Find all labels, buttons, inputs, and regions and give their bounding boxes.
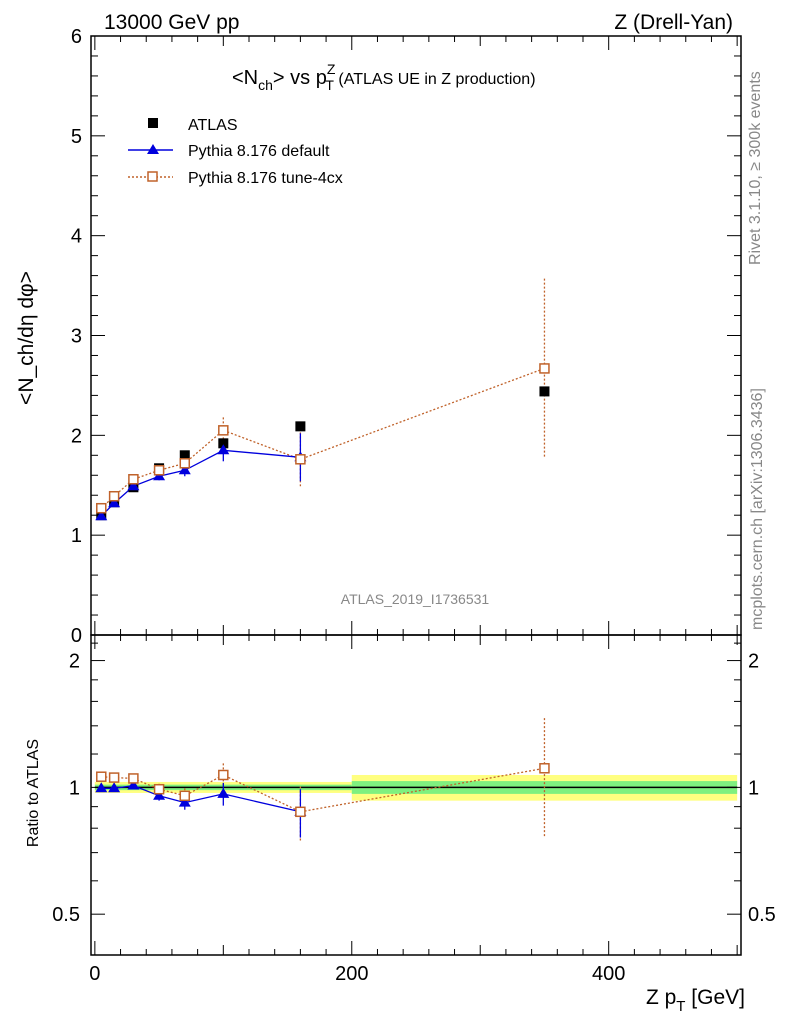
title-sub-t: T [325,77,334,93]
legend-atlas-marker [148,118,158,128]
top-y-tick-label: 5 [71,126,82,148]
atlas-data-point [179,450,190,461]
mc2-ratio-point [179,790,191,802]
title-suffix: (ATLAS UE in Z production) [334,71,536,88]
atlas-data-point [295,421,306,432]
top-y-tick-label: 0 [71,625,82,647]
title-sub-ch: ch [258,77,273,93]
mc1-ratio-point [153,789,166,800]
x-axis-label: Z pT [GeV] [646,986,745,1015]
mc2-series-line [100,367,545,509]
mc2-ratio-point [295,806,306,818]
mc1-data-point [178,464,191,475]
mc1-ratio-point [178,796,191,807]
mc1-ratio-point [127,779,140,790]
legend-mc1-marker [147,144,159,154]
ratio-plot-panel: 0 200 400 0.5 0.5 1 1 2 2 [52,634,776,985]
legend-atlas-label: ATLAS [188,117,238,134]
mc2-ratio-point [539,763,550,774]
top-y-tick-label: 3 [71,326,82,348]
header-energy: 13000 GeV pp [104,11,239,34]
mc2-data-point [96,502,107,514]
ratio-y-tick-label-right: 0.5 [748,904,776,926]
mc2-ratio-point [128,773,139,784]
header-process: Z (Drell-Yan) [614,11,733,34]
atlas-data-point [539,386,550,397]
mc1-data-point [127,480,140,491]
ratio-y-tick-label-right: 1 [748,777,759,799]
mc2-data-point [295,454,306,465]
y-axis-label-bottom: Ratio to ATLAS [25,739,42,847]
main-plot-panel: 0 1 2 3 4 5 6 [71,26,742,647]
mc1-ratio-point [95,782,108,793]
mc2-data-point [539,363,550,374]
mc2-data-point [218,425,229,436]
mc1-ratio-point [108,782,121,793]
mc2-ratio-point [153,783,165,795]
mc2-ratio-point [218,769,229,781]
mc2-data-point [108,490,120,502]
mcplots-label: mcplots.cern.ch [arXiv:1306.3436] [749,388,766,630]
top-y-tick-label: 2 [71,425,82,447]
mc1-data-point [108,497,121,508]
x-tick-label: 400 [592,963,625,985]
ratio-plot-frame [90,634,742,956]
atlas-data-point [218,438,229,449]
ratio-y-tick-label: 1 [69,777,80,799]
title-mid: > vs p [273,67,327,89]
mc2-data-point [179,458,191,469]
x-tick-label: 200 [335,963,368,985]
top-y-tick-label: 4 [71,226,82,248]
mc1-data-point [217,444,230,455]
mc1-ratio-point [217,787,230,798]
chart-title: <Nch> vs pZ T (ATLAS UE in Z production) [232,61,536,93]
x-axis-label-sub: T [676,998,685,1015]
analysis-id: ATLAS_2019_I1736531 [341,591,490,607]
ratio-y-tick-label: 0.5 [52,904,80,926]
mc1-data-point [95,510,108,521]
mc2-data-point [128,474,139,485]
x-axis-label-prefix: Z p [646,986,676,1009]
mc2-ratio-point [108,772,120,783]
x-axis-label-suffix: [GeV] [685,986,745,1009]
top-y-tick-label: 6 [71,26,82,48]
ratio-y-tick-label: 2 [69,651,80,673]
title-prefix: <N [232,67,258,89]
mc2-data-point [153,465,165,476]
mc2-ratio-point [96,771,107,782]
top-y-tick-label: 1 [71,525,82,547]
x-tick-label: 0 [89,963,100,985]
y-axis-label-top: <N_ch/dη dφ> [15,271,38,405]
title-sup-z: Z [327,61,336,77]
legend-mc2-label: Pythia 8.176 tune-4cx [188,170,343,187]
legend: ATLAS Pythia 8.176 default Pythia 8.176 … [128,117,343,187]
legend-mc1-label: Pythia 8.176 default [188,143,330,160]
legend-mc2-marker [147,171,158,182]
rivet-label: Rivet 3.1.10, ≥ 300k events [747,71,764,265]
ratio-y-tick-label-right: 2 [748,651,759,673]
